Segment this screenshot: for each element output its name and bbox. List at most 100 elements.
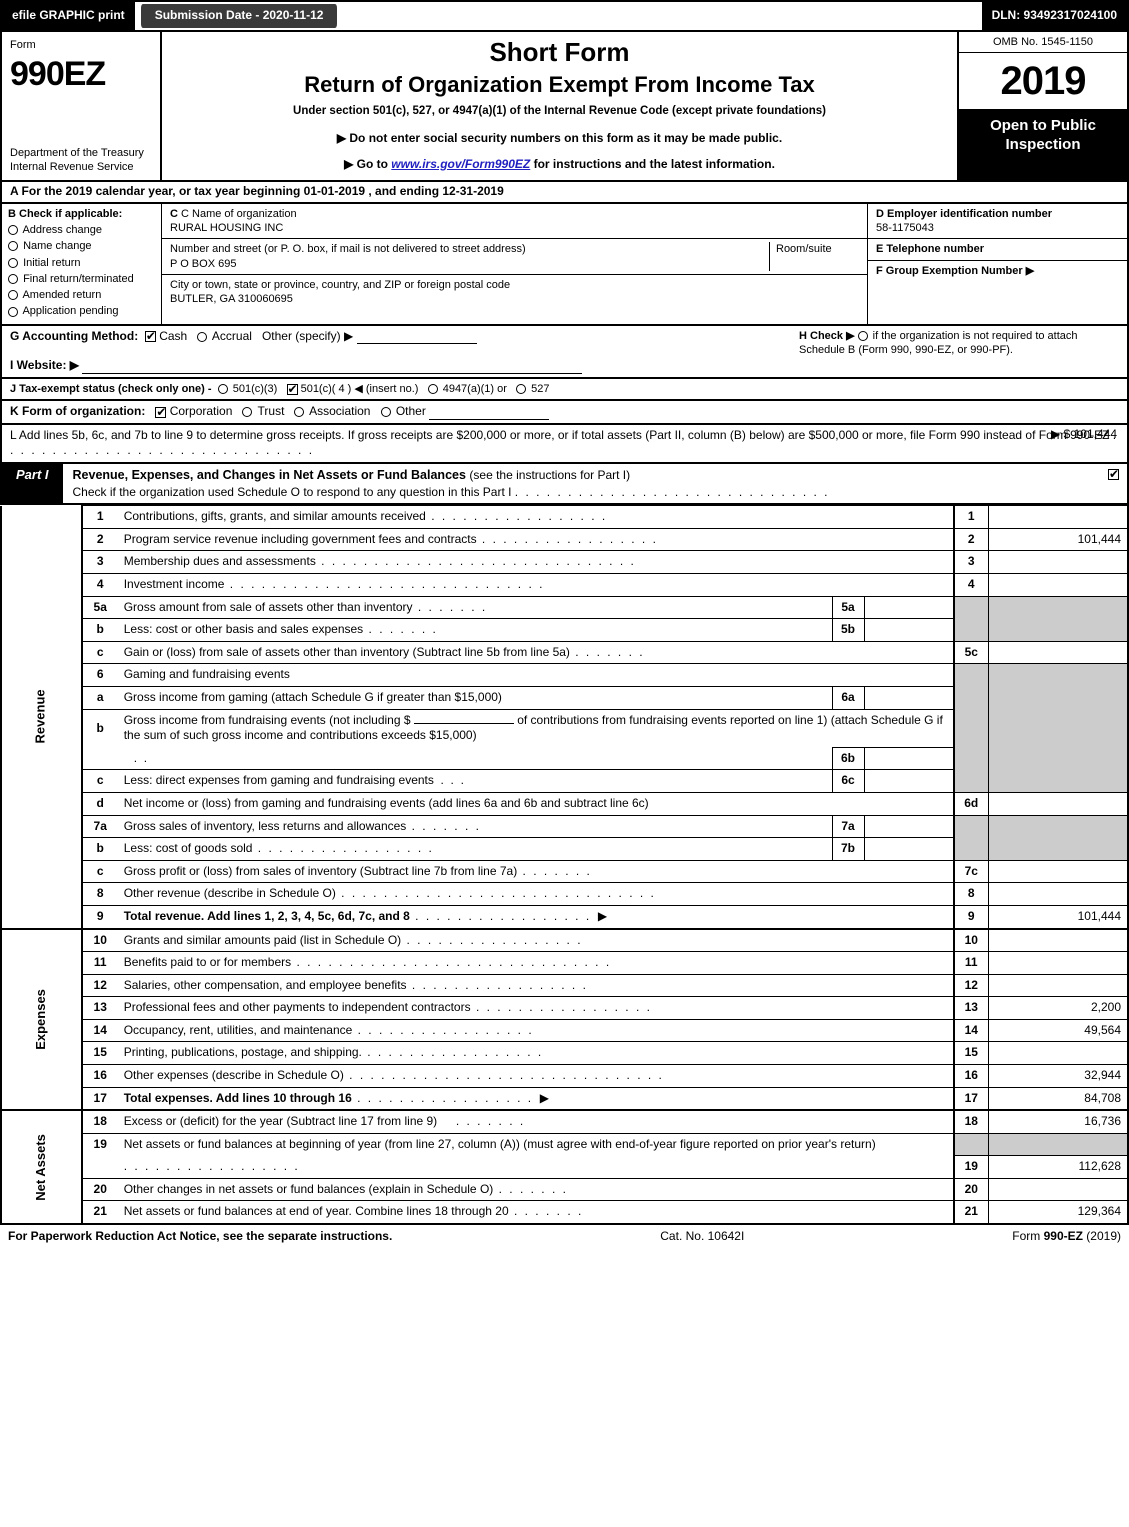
lbl-org-name: C C Name of organization — [170, 207, 859, 221]
dln-label: DLN: 93492317024100 — [982, 2, 1127, 30]
ck-accrual[interactable] — [197, 332, 207, 342]
website-input[interactable] — [82, 373, 582, 374]
lbl-website: I Website: ▶ — [10, 358, 79, 372]
line-13: 13 Professional fees and other payments … — [1, 997, 1128, 1020]
ck-amended-return[interactable]: Amended return — [8, 288, 155, 302]
amt-12 — [988, 974, 1128, 997]
subamt-6c — [864, 770, 954, 793]
subamt-7a — [864, 815, 954, 838]
part1-header: Part I Revenue, Expenses, and Changes in… — [0, 464, 1129, 505]
dept-treasury: Department of the Treasury Internal Reve… — [10, 146, 152, 175]
lbl-h-check: H Check ▶ — [799, 330, 855, 342]
ck-501c[interactable] — [287, 384, 298, 395]
line-10: Expenses 10 Grants and similar amounts p… — [1, 929, 1128, 952]
subamt-5b — [864, 619, 954, 642]
ck-other-org[interactable] — [381, 407, 391, 417]
row-l-gross-receipts: L Add lines 5b, 6c, and 7b to line 9 to … — [0, 425, 1129, 464]
val-address: P O BOX 695 — [170, 257, 769, 271]
header-right: OMB No. 1545-1150 2019 Open to Public In… — [957, 32, 1127, 181]
goto-pre: ▶ Go to — [344, 157, 391, 171]
line-7a: 7a Gross sales of inventory, less return… — [1, 815, 1128, 838]
page-footer: For Paperwork Reduction Act Notice, see … — [0, 1225, 1129, 1249]
val-ein: 58-1175043 — [876, 221, 1119, 235]
line-11: 11 Benefits paid to or for members 11 — [1, 952, 1128, 975]
amt-5c — [988, 641, 1128, 664]
line-12: 12 Salaries, other compensation, and emp… — [1, 974, 1128, 997]
lbl-city: City or town, state or province, country… — [170, 278, 859, 292]
fundraising-contrib-input[interactable] — [414, 723, 514, 724]
ck-trust[interactable] — [242, 407, 252, 417]
line-5a: 5a Gross amount from sale of assets othe… — [1, 596, 1128, 619]
ck-final-return[interactable]: Final return/terminated — [8, 272, 155, 286]
expenses-side-label: Expenses — [1, 929, 82, 1111]
line-9: 9 Total revenue. Add lines 1, 2, 3, 4, 5… — [1, 905, 1128, 928]
line-5c: c Gain or (loss) from sale of assets oth… — [1, 641, 1128, 664]
amt-3 — [988, 551, 1128, 574]
amt-2: 101,444 — [988, 528, 1128, 551]
goto-instructions: ▶ Go to www.irs.gov/Form990EZ for instru… — [172, 157, 947, 173]
line-4: 4 Investment income 4 — [1, 574, 1128, 597]
amt-10 — [988, 929, 1128, 952]
lbl-ein: D Employer identification number — [876, 207, 1119, 221]
ck-association[interactable] — [294, 407, 304, 417]
amt-4 — [988, 574, 1128, 597]
amt-1 — [988, 506, 1128, 529]
line-19b: 19 112,628 — [1, 1155, 1128, 1178]
line-8: 8 Other revenue (describe in Schedule O)… — [1, 883, 1128, 906]
line-6d: d Net income or (loss) from gaming and f… — [1, 792, 1128, 815]
ck-501c3[interactable] — [218, 384, 228, 394]
line-2: 2 Program service revenue including gove… — [1, 528, 1128, 551]
ck-application-pending[interactable]: Application pending — [8, 304, 155, 318]
ck-4947[interactable] — [428, 384, 438, 394]
lbl-address: Number and street (or P. O. box, if mail… — [170, 242, 769, 256]
footer-right: Form 990-EZ (2019) — [1012, 1229, 1121, 1245]
line-20: 20 Other changes in net assets or fund b… — [1, 1178, 1128, 1201]
amt-9: 101,444 — [988, 905, 1128, 928]
gross-receipts-amount: ▶ $ 101,444 — [1051, 427, 1117, 443]
row-j-tax-exempt: J Tax-exempt status (check only one) - 5… — [0, 379, 1129, 401]
irs-link[interactable]: www.irs.gov/Form990EZ — [391, 157, 530, 171]
subamt-5a — [864, 596, 954, 619]
line-16: 16 Other expenses (describe in Schedule … — [1, 1065, 1128, 1088]
amt-20 — [988, 1178, 1128, 1201]
header-center: Short Form Return of Organization Exempt… — [162, 32, 957, 181]
part1-title: Revenue, Expenses, and Changes in Net As… — [63, 464, 1100, 503]
inspect-line2: Inspection — [963, 135, 1123, 155]
part1-table: Revenue 1 Contributions, gifts, grants, … — [0, 505, 1129, 1225]
ck-schedule-o-part1[interactable] — [1108, 469, 1119, 480]
amt-19: 112,628 — [988, 1155, 1128, 1178]
ck-initial-return[interactable]: Initial return — [8, 256, 155, 270]
submission-date-button[interactable]: Submission Date - 2020-11-12 — [139, 4, 340, 28]
amt-7c — [988, 860, 1128, 883]
lbl-accounting-method: G Accounting Method: — [10, 329, 138, 343]
dept-line1: Department of the Treasury — [10, 146, 152, 160]
open-to-public: Open to Public Inspection — [959, 110, 1127, 180]
goto-post: for instructions and the latest informat… — [534, 157, 775, 171]
header-left: Form 990EZ Department of the Treasury In… — [2, 32, 162, 181]
lbl-group-exemption: F Group Exemption Number ▶ — [876, 264, 1119, 278]
entity-info-block: B Check if applicable: Address change Na… — [0, 204, 1129, 326]
row-a-tax-year: A For the 2019 calendar year, or tax yea… — [0, 182, 1129, 204]
line-1: Revenue 1 Contributions, gifts, grants, … — [1, 506, 1128, 529]
other-org-input[interactable] — [429, 419, 549, 420]
lbl-row-l: L Add lines 5b, 6c, and 7b to line 9 to … — [10, 428, 1109, 442]
amt-8 — [988, 883, 1128, 906]
subamt-6b — [864, 747, 954, 770]
main-title: Return of Organization Exempt From Incom… — [172, 71, 947, 100]
ck-address-change[interactable]: Address change — [8, 223, 155, 237]
ck-cash[interactable] — [145, 331, 156, 342]
ck-name-change[interactable]: Name change — [8, 239, 155, 253]
amt-16: 32,944 — [988, 1065, 1128, 1088]
ck-schedule-b-not-required[interactable] — [858, 331, 868, 341]
efile-print-button[interactable]: efile GRAPHIC print — [2, 2, 135, 30]
ck-corporation[interactable] — [155, 407, 166, 418]
amt-13: 2,200 — [988, 997, 1128, 1020]
amt-14: 49,564 — [988, 1019, 1128, 1042]
part1-subtitle: Check if the organization used Schedule … — [73, 485, 830, 499]
lbl-tax-exempt: J Tax-exempt status (check only one) - — [10, 383, 212, 395]
other-method-input[interactable] — [357, 343, 477, 344]
line-19a: 19 Net assets or fund balances at beginn… — [1, 1133, 1128, 1155]
subtitle: Under section 501(c), 527, or 4947(a)(1)… — [172, 104, 947, 119]
ck-527[interactable] — [516, 384, 526, 394]
footer-cat: Cat. No. 10642I — [660, 1229, 744, 1245]
